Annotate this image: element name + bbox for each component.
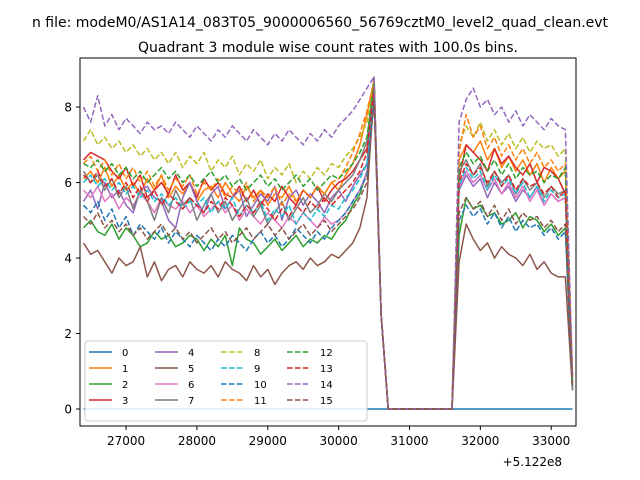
series-4-line	[82, 83, 574, 410]
legend-entry-10: 10	[221, 380, 267, 391]
series-13-line	[82, 87, 574, 410]
x-tick-label: 31000	[390, 434, 428, 448]
series-2-line	[82, 94, 574, 410]
x-tick-label: 28000	[178, 434, 216, 448]
series-15-line	[82, 98, 574, 410]
legend-label: 7	[188, 396, 194, 407]
legend-label: 4	[188, 348, 194, 359]
legend-entry-14: 14	[287, 380, 333, 391]
y-tick-label: 0	[64, 403, 72, 417]
x-tick-label: 32000	[461, 434, 499, 448]
series-6-line	[82, 94, 574, 410]
legend-entry-8: 8	[221, 348, 260, 359]
legend-entry-12: 12	[287, 348, 333, 359]
legend-entry-6: 6	[155, 380, 194, 391]
x-offset-label: +5.122e8	[503, 455, 562, 469]
x-tick-label: 30000	[320, 434, 358, 448]
legend-label: 6	[188, 380, 194, 391]
legend-entry-15: 15	[287, 396, 333, 407]
legend-entry-11: 11	[221, 396, 267, 407]
x-tick-label: 33000	[532, 434, 570, 448]
series-8-line	[82, 79, 574, 410]
legend-label: 15	[320, 396, 333, 407]
legend-label: 8	[254, 348, 260, 359]
y-tick-label: 2	[64, 327, 72, 341]
series-5-line	[82, 87, 574, 410]
axes: 27000 28000 29000 30000 31000 32000 33000 0 2 4 6 8	[64, 57, 577, 448]
series-14-line	[82, 76, 574, 410]
legend-label: 12	[320, 348, 333, 359]
series-9-line	[82, 91, 574, 410]
y-tick-label: 4	[64, 252, 72, 266]
series-10-line	[82, 98, 574, 410]
legend-entry-3: 3	[89, 396, 128, 407]
legend-label: 10	[254, 380, 267, 391]
legend-label: 0	[122, 348, 128, 359]
legend-entry-5: 5	[155, 364, 194, 375]
legend-label: 5	[188, 364, 194, 375]
y-tick-label: 8	[64, 101, 72, 115]
x-tick-label: 29000	[249, 434, 287, 448]
legend-entry-9: 9	[221, 364, 260, 375]
legend-entry-2: 2	[89, 380, 128, 391]
legend-entry-13: 13	[287, 364, 333, 375]
series-3-line	[82, 79, 574, 410]
legend-entry-7: 7	[155, 396, 194, 407]
legend-frame	[84, 340, 368, 422]
x-tick-label: 27000	[107, 434, 145, 448]
legend-entry-4: 4	[155, 348, 194, 359]
legend-entry-1: 1	[89, 364, 128, 375]
series-12-line	[83, 83, 574, 410]
legend-label: 3	[122, 396, 128, 407]
series-11-line	[82, 79, 574, 410]
series-7-line	[82, 76, 574, 410]
legend-label: 2	[122, 380, 128, 391]
legend-label: 11	[254, 396, 267, 407]
series-layer	[82, 76, 574, 410]
legend-entry-0: 0	[89, 348, 128, 359]
legend-label: 14	[320, 380, 333, 391]
y-tick-label: 6	[64, 176, 72, 190]
figure-suptitle: n file: modeM0/AS1A14_083T05_9000006560_…	[32, 15, 609, 31]
legend-label: 13	[320, 364, 333, 375]
legend-label: 1	[122, 364, 128, 375]
plot-frame	[79, 57, 577, 427]
legend-label: 9	[254, 364, 260, 375]
chart-title: Quadrant 3 module wise count rates with …	[138, 40, 518, 56]
